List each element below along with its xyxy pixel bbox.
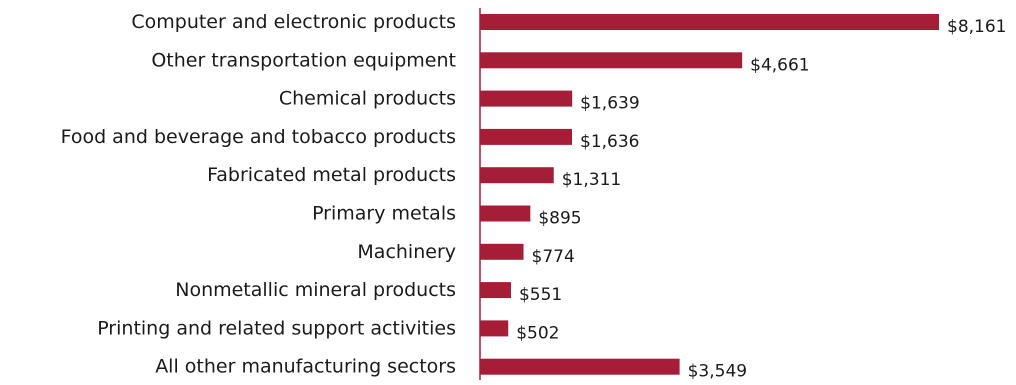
category-label: Machinery bbox=[357, 241, 456, 263]
bar bbox=[480, 320, 509, 337]
category-label: Printing and related support activities bbox=[97, 317, 456, 339]
value-label: $8,161 bbox=[947, 17, 1006, 37]
value-label: $551 bbox=[519, 285, 562, 305]
category-label: Food and beverage and tobacco products bbox=[61, 126, 456, 148]
value-label: $774 bbox=[532, 247, 575, 267]
bar bbox=[480, 358, 680, 375]
bar bbox=[480, 128, 573, 145]
category-label: Nonmetallic mineral products bbox=[175, 279, 456, 301]
category-label: Other transportation equipment bbox=[151, 49, 456, 71]
category-label: Primary metals bbox=[312, 203, 456, 225]
bar bbox=[480, 167, 554, 184]
bar bbox=[480, 90, 573, 107]
category-label: Computer and electronic products bbox=[131, 11, 456, 33]
bar bbox=[480, 282, 511, 299]
bar bbox=[480, 205, 531, 222]
value-label: $1,636 bbox=[580, 132, 639, 152]
bar bbox=[480, 243, 524, 260]
bars bbox=[480, 14, 939, 375]
bar bbox=[480, 14, 939, 30]
value-labels: $8,161 $4,661 $1,639 $1,636 $1,311 $895 $774 $5… bbox=[516, 17, 1006, 382]
value-label: $502 bbox=[516, 323, 559, 343]
value-label: $1,639 bbox=[580, 94, 639, 114]
value-label: $3,549 bbox=[688, 362, 747, 382]
value-label: $895 bbox=[538, 209, 581, 229]
category-label: Fabricated metal products bbox=[207, 164, 456, 186]
category-label: All other manufacturing sectors bbox=[155, 356, 456, 378]
category-label: Chemical products bbox=[279, 88, 456, 110]
value-label: $1,311 bbox=[562, 170, 621, 190]
category-labels: Computer and electronic products Other tr… bbox=[61, 11, 456, 378]
bar bbox=[480, 52, 743, 69]
value-label: $4,661 bbox=[750, 55, 809, 75]
